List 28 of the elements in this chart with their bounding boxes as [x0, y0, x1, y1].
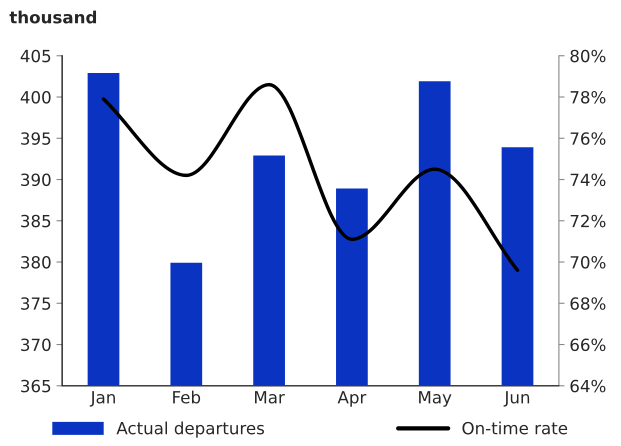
y2-tick-label: 70%: [570, 256, 606, 269]
y-axis-title: thousand: [10, 10, 96, 24]
y2-tick-label: 64%: [570, 380, 606, 392]
y2-tick-label: 68%: [570, 297, 606, 310]
y-tick-label: 390: [21, 173, 51, 186]
y2-tick-label: 74%: [570, 173, 606, 186]
y-tick-label: 400: [20, 90, 51, 104]
legend-label: Actual departures: [116, 422, 264, 438]
y-tick-label: 370: [21, 338, 51, 352]
x-tick-label: Jun: [504, 391, 530, 407]
x-tick-label: May: [419, 391, 452, 407]
y2-tick-label: 80%: [570, 50, 606, 62]
legend-label: On-time rate: [462, 422, 568, 434]
y-tick-label: 380: [21, 256, 51, 269]
x-tick-label: Feb: [173, 390, 200, 404]
x-tick-label: Jan: [90, 391, 115, 407]
y2-tick-label: 72%: [570, 214, 606, 228]
line-series: [102, 82, 520, 272]
x-tick-label: Apr: [338, 391, 366, 407]
y2-tick-label: 78%: [570, 90, 606, 104]
y-tick-label: 405: [20, 50, 50, 62]
x-tick-label: Mar: [255, 391, 285, 404]
y-tick-label: 395: [21, 132, 50, 145]
y-tick-label: 385: [21, 214, 50, 228]
y2-tick-label: 66%: [570, 338, 606, 352]
y-tick-label: 365: [21, 380, 50, 392]
y2-tick-label: 76%: [570, 132, 606, 145]
y-tick-label: 375: [21, 297, 50, 310]
